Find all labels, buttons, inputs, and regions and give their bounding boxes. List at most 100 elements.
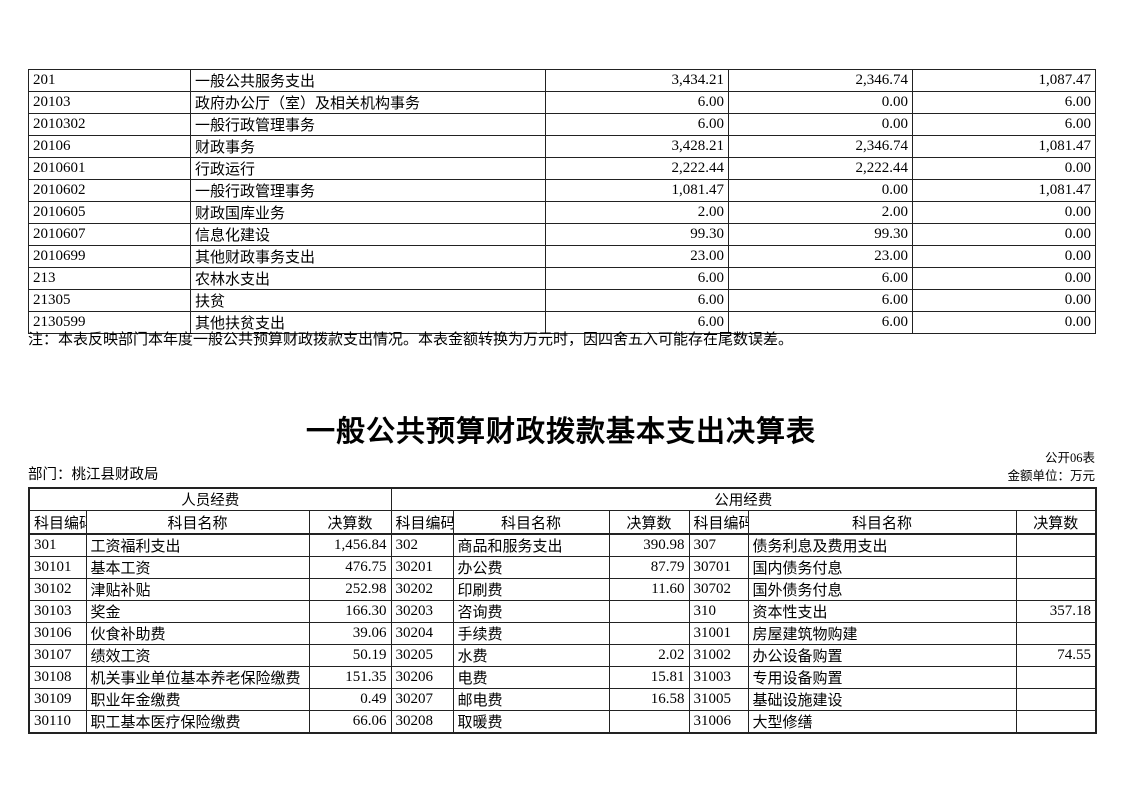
amount-project-cell: 0.00 [912,201,1096,224]
table-row: 20106 财政事务 3,428.21 2,346.74 1,081.47 [28,135,1096,158]
subject-name-cell: 职业年金缴费 [85,688,310,711]
amount-cell [608,710,690,734]
subject-name-cell: 信息化建设 [190,223,546,246]
amount-basic-cell: 2,346.74 [728,135,913,158]
subject-code-cell: 30101 [28,556,87,579]
subject-name-cell: 印刷费 [452,578,610,601]
amount-total-cell: 3,434.21 [545,69,729,92]
subject-code-cell: 30102 [28,578,87,601]
subject-code-cell: 307 [688,533,749,557]
subject-code-cell: 30205 [390,644,454,667]
amount-cell: 2.02 [608,644,690,667]
subject-code-cell: 201 [28,69,191,92]
subject-name-cell: 水费 [452,644,610,667]
subject-code-cell: 30207 [390,688,454,711]
subject-name-cell: 财政国库业务 [190,201,546,224]
subject-name-cell: 房屋建筑物购建 [747,622,1017,645]
table-meta-row: 部门：桃江县财政局 金额单位：万元 [28,463,1095,484]
amount-total-cell: 6.00 [545,113,729,136]
subject-name-cell: 办公设备购置 [747,644,1017,667]
amount-project-cell: 0.00 [912,157,1096,180]
amount-project-cell: 0.00 [912,311,1096,334]
subject-name-cell: 农林水支出 [190,267,546,290]
subject-code-cell: 301 [28,533,87,557]
amount-total-cell: 23.00 [545,245,729,268]
amount-cell [1015,688,1097,711]
subject-name-cell: 国外债务付息 [747,578,1017,601]
subject-name-cell: 工资福利支出 [85,533,310,557]
subject-name-cell: 手续费 [452,622,610,645]
subject-code-cell: 21305 [28,289,191,312]
amount-basic-cell: 99.30 [728,223,913,246]
amount-cell: 151.35 [308,666,392,689]
amount-basic-cell: 2,222.44 [728,157,913,180]
amount-basic-cell: 0.00 [728,179,913,202]
subject-code-cell: 31002 [688,644,749,667]
table-row: 2010601 行政运行 2,222.44 2,222.44 0.00 [28,157,1096,180]
amount-total-cell: 99.30 [545,223,729,246]
subject-name-cell: 行政运行 [190,157,546,180]
department-label: 部门：桃江县财政局 [28,467,159,483]
amount-basic-cell: 6.00 [728,311,913,334]
amount-total-cell: 6.00 [545,311,729,334]
subject-code-cell: 30110 [28,710,87,734]
subject-code-cell: 30701 [688,556,749,579]
amount-project-cell: 0.00 [912,245,1096,268]
column-header-amount: 决算数 [308,510,392,535]
amount-project-cell: 1,081.47 [912,135,1096,158]
amount-project-cell: 6.00 [912,113,1096,136]
subject-code-cell: 2010605 [28,201,191,224]
subject-name-cell: 一般公共服务支出 [190,69,546,92]
amount-cell: 74.55 [1015,644,1097,667]
table-row: 213 农林水支出 6.00 6.00 0.00 [28,267,1096,290]
column-header-amount: 决算数 [608,510,690,535]
amount-total-cell: 2,222.44 [545,157,729,180]
table-row: 30106 伙食补助费 39.06 30204 手续费 31001 房屋建筑物购… [28,622,1097,645]
column-header-code: 科目编码 [688,510,749,535]
subject-code-cell: 302 [390,533,454,557]
table-row: 30101 基本工资 476.75 30201 办公费 87.79 30701 … [28,556,1097,579]
subject-code-cell: 2010602 [28,179,191,202]
subject-code-cell: 30206 [390,666,454,689]
subject-name-cell: 其他财政事务支出 [190,245,546,268]
subject-code-cell: 213 [28,267,191,290]
column-header-code: 科目编码 [28,510,87,535]
table-row: 2010602 一般行政管理事务 1,081.47 0.00 1,081.47 [28,179,1096,202]
table-row: 301 工资福利支出 1,456.84 302 商品和服务支出 390.98 3… [28,533,1097,557]
subject-code-cell: 30107 [28,644,87,667]
subject-name-cell: 职工基本医疗保险缴费 [85,710,310,734]
subject-code-cell: 2010302 [28,113,191,136]
amount-cell [608,600,690,623]
subject-code-cell: 30109 [28,688,87,711]
subject-code-cell: 20103 [28,91,191,114]
table-row: 2010607 信息化建设 99.30 99.30 0.00 [28,223,1096,246]
column-header-amount: 决算数 [1015,510,1097,535]
table-row: 2130599 其他扶贫支出 6.00 6.00 0.00 [28,311,1096,334]
amount-project-cell: 1,081.47 [912,179,1096,202]
table-row: 21305 扶贫 6.00 6.00 0.00 [28,289,1096,312]
subject-code-cell: 310 [688,600,749,623]
page-title: 一般公共预算财政拨款基本支出决算表 [305,416,816,448]
amount-basic-cell: 0.00 [728,91,913,114]
subject-name-cell: 基础设施建设 [747,688,1017,711]
funding-expenditure-table-body: 201 一般公共服务支出 3,434.21 2,346.74 1,087.47 … [28,69,1096,334]
column-header-name: 科目名称 [747,510,1017,535]
amount-basic-cell: 23.00 [728,245,913,268]
amount-cell: 166.30 [308,600,392,623]
subject-name-cell: 奖金 [85,600,310,623]
amount-basic-cell: 6.00 [728,267,913,290]
amount-project-cell: 1,087.47 [912,69,1096,92]
subject-name-cell: 债务利息及费用支出 [747,533,1017,557]
subject-name-cell: 资本性支出 [747,600,1017,623]
group-header-public: 公用经费 [390,487,1097,511]
table-note: 注：本表反映部门本年度一般公共预算财政拨款支出情况。本表金额转换为万元时，因四舍… [28,332,794,348]
subject-name-cell: 一般行政管理事务 [190,179,546,202]
subject-code-cell: 30106 [28,622,87,645]
subject-name-cell: 一般行政管理事务 [190,113,546,136]
amount-cell: 252.98 [308,578,392,601]
amount-basic-cell: 2,346.74 [728,69,913,92]
table-row: 2010699 其他财政事务支出 23.00 23.00 0.00 [28,245,1096,268]
unit-label: 金额单位：万元 [1007,469,1095,483]
amount-project-cell: 0.00 [912,289,1096,312]
subject-name-cell: 邮电费 [452,688,610,711]
